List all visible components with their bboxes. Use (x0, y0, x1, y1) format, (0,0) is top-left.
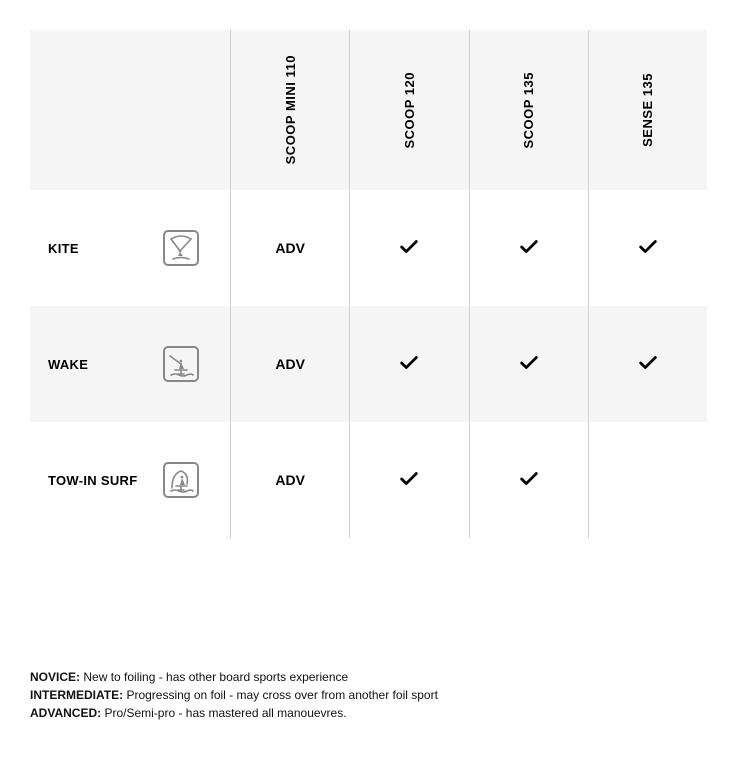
col-header-2: SCOOP 135 (469, 30, 588, 190)
check-icon (398, 236, 420, 261)
cell-0-3 (588, 190, 707, 306)
towin-icon (163, 462, 199, 498)
compatibility-table: SCOOP MINI 110 SCOOP 120 SCOOP 135 SENSE… (30, 30, 707, 538)
col-label: SENSE 135 (640, 73, 655, 147)
row-header-wake: WAKE (30, 306, 230, 422)
cell-2-2 (469, 422, 588, 538)
check-icon (398, 352, 420, 377)
cell-0-1 (349, 190, 468, 306)
adv-text: ADV (275, 472, 305, 488)
col-header-0: SCOOP MINI 110 (230, 30, 349, 190)
legend-desc: Progressing on foil - may cross over fro… (126, 688, 437, 702)
col-label: SCOOP 135 (521, 72, 536, 149)
legend-desc: Pro/Semi-pro - has mastered all manouevr… (104, 706, 346, 720)
check-icon (637, 236, 659, 261)
legend-row-1: INTERMEDIATE: Progressing on foil - may … (30, 686, 707, 704)
legend-term: INTERMEDIATE: (30, 688, 123, 702)
wake-icon (163, 346, 199, 382)
check-icon (518, 352, 540, 377)
cell-2-0: ADV (230, 422, 349, 538)
cell-2-3 (588, 422, 707, 538)
check-icon (398, 468, 420, 493)
row-label: WAKE (48, 357, 143, 372)
cell-1-1 (349, 306, 468, 422)
legend-row-0: NOVICE: New to foiling - has other board… (30, 668, 707, 686)
cell-0-0: ADV (230, 190, 349, 306)
header-blank (30, 30, 230, 190)
cell-2-1 (349, 422, 468, 538)
col-header-1: SCOOP 120 (349, 30, 468, 190)
cell-0-2 (469, 190, 588, 306)
legend-row-2: ADVANCED: Pro/Semi-pro - has mastered al… (30, 704, 707, 722)
check-icon (637, 352, 659, 377)
legend-desc: New to foiling - has other board sports … (83, 670, 348, 684)
cell-1-0: ADV (230, 306, 349, 422)
check-icon (518, 468, 540, 493)
legend-term: NOVICE: (30, 670, 80, 684)
col-header-3: SENSE 135 (588, 30, 707, 190)
legend: NOVICE: New to foiling - has other board… (30, 668, 707, 722)
cell-1-2 (469, 306, 588, 422)
row-label: KITE (48, 241, 143, 256)
cell-1-3 (588, 306, 707, 422)
col-label: SCOOP MINI 110 (283, 55, 298, 164)
legend-term: ADVANCED: (30, 706, 101, 720)
adv-text: ADV (275, 240, 305, 256)
row-label: TOW-IN SURF (48, 473, 143, 488)
check-icon (518, 236, 540, 261)
kite-icon (163, 230, 199, 266)
row-header-kite: KITE (30, 190, 230, 306)
col-label: SCOOP 120 (402, 72, 417, 149)
row-header-towin: TOW-IN SURF (30, 422, 230, 538)
adv-text: ADV (275, 356, 305, 372)
